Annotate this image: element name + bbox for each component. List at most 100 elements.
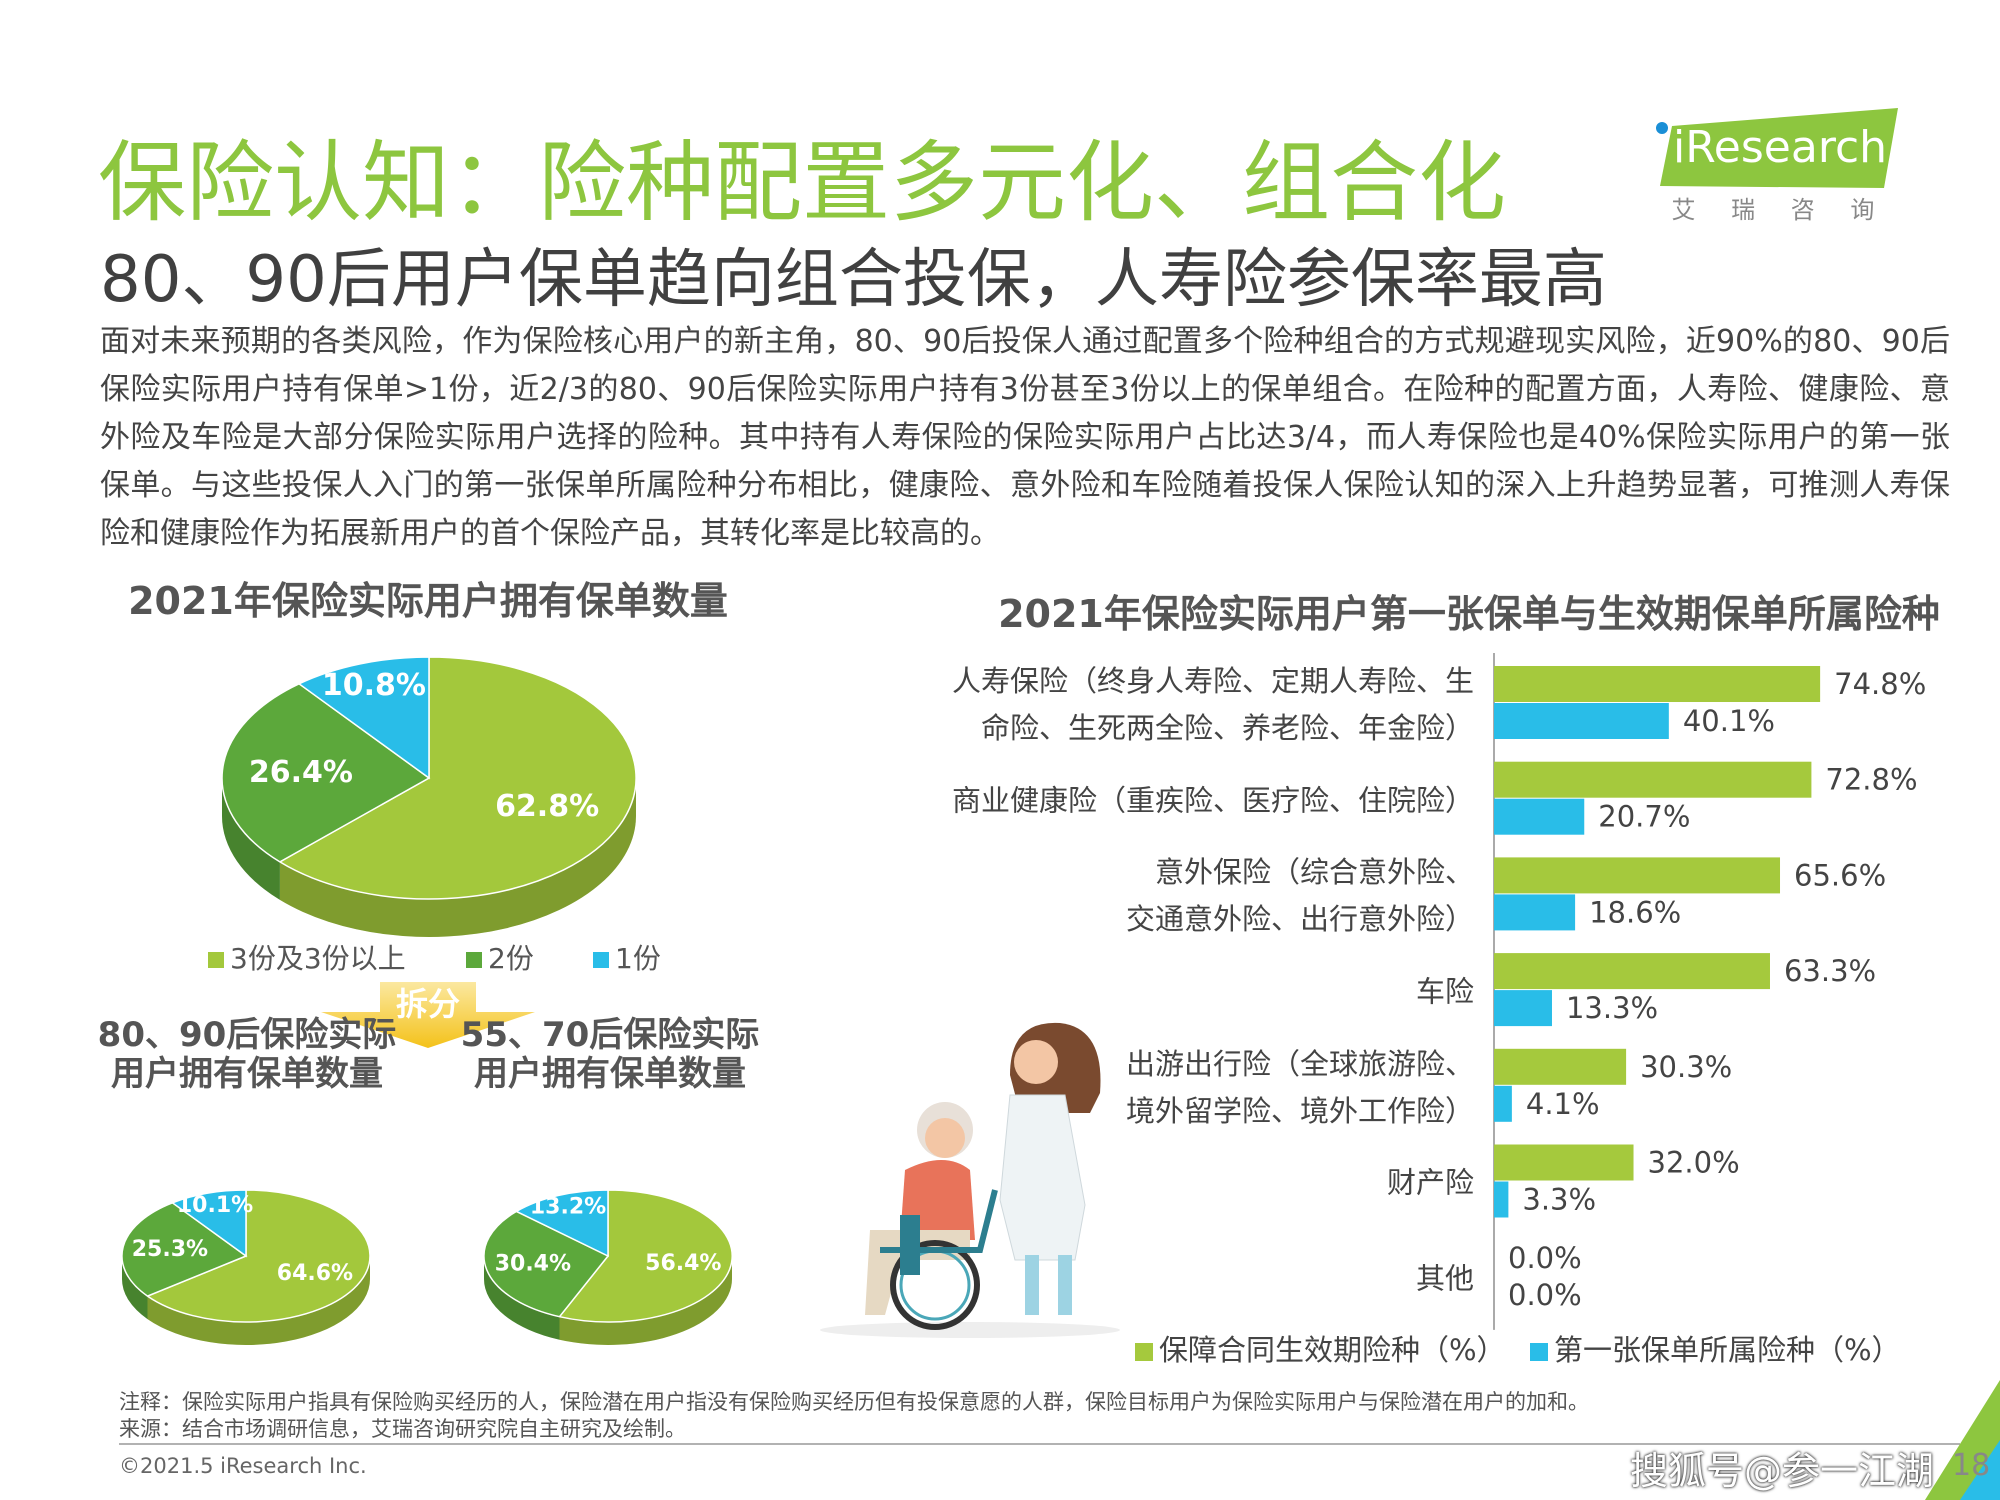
data-label: 65.6% [1794,858,1886,892]
pie-slice [145,1189,371,1346]
data-label: 10.8% [322,668,426,703]
corner-decoration [1960,1440,2000,1500]
legend-swatch [1530,1343,1548,1361]
pie-top [514,1189,609,1258]
legend-swatch [593,952,609,968]
pie-slice [483,1210,610,1340]
pie-side [559,1256,732,1345]
pie-side-shade [279,778,636,937]
pie-slice [278,656,637,937]
chart-title: 2021年保险实际用户拥有保单数量 [128,579,728,624]
data-label: 40.1% [1683,704,1775,738]
bar [1494,1144,1634,1181]
chart-title: 55、70后保险实际 用户拥有保单数量 [460,1015,760,1095]
data-label: 32.0% [1648,1146,1740,1180]
pie-top [483,1210,610,1318]
pie-top [170,1189,247,1258]
data-label: 3.3% [1522,1183,1596,1217]
bar [1494,1048,1627,1085]
pie-slice [558,1189,733,1345]
category-label: 商业健康险（重疾险、医疗险、住院险） [951,783,1474,818]
data-label: 18.6% [1589,895,1681,929]
pie-side-shade [147,1256,371,1346]
category-label: 财产险 [1386,1165,1474,1200]
page-number: 18 [1952,1448,1991,1483]
logo-text: iResearch [1673,122,1887,173]
category-label: 出游出行险（全球旅游险、 境外留学险、境外工作险） [1125,1046,1474,1128]
category-label: 其他 [1415,1261,1474,1296]
category-label: 人寿保险（终身人寿险、定期人寿险、生 命险、生死两全险、养老险、年金险） [951,663,1474,745]
page-subtitle: 80、90后用户保单趋向组合投保，人寿险参保率最高 [100,243,1607,317]
data-label: 30.3% [1640,1050,1732,1084]
pie-slice [221,682,431,900]
data-label: 13.3% [1566,991,1658,1025]
pie-side-shade [559,1256,732,1345]
pie-slice [514,1189,609,1258]
pie-top [278,656,637,900]
bar [1494,666,1821,702]
data-label: 20.7% [1598,800,1690,834]
pie-top [145,1189,371,1323]
pie-slice [170,1189,247,1258]
data-label: 26.4% [249,755,353,790]
split-label: 拆分 [396,985,460,1023]
bar [1494,990,1552,1027]
pie-top [297,656,430,780]
pie-side-shade [484,1256,560,1340]
page-title: 保险认知：险种配置多元化、组合化 [98,131,1507,234]
bar [1494,1085,1512,1122]
pie-top [558,1189,733,1323]
pie-side [147,1256,371,1346]
data-label: 74.8% [1834,667,1926,701]
bar [1494,798,1585,835]
bar [1494,703,1669,739]
note: 注释：保险实际用户指具有保险购买经历的人，保险潜在用户指没有保险购买经历但有投保… [119,1390,1589,1414]
legend-swatch [208,952,224,968]
pie-slice [297,656,430,780]
category-label: 车险 [1415,974,1474,1009]
legend-label: 3份及3份以上 [230,942,406,975]
legend-label: 1份 [615,942,661,975]
legend-label: 第一张保单所属险种（%） [1554,1333,1901,1367]
pie-side [484,1256,560,1340]
bar [1494,761,1812,798]
data-label: 13.2% [530,1195,606,1220]
logo-badge [1660,108,1898,188]
bar [1494,953,1770,990]
data-label: 0.0% [1508,1241,1582,1275]
data-label: 10.1% [177,1193,253,1218]
legend-label: 2份 [488,942,534,975]
pie-slice [121,1201,248,1320]
data-label: 4.1% [1526,1087,1600,1121]
note: 来源：结合市场调研信息，艾瑞咨询研究院自主研究及绘制。 [119,1417,686,1441]
data-label: 64.6% [277,1261,353,1286]
bar [1494,894,1576,931]
bar [1494,857,1781,894]
logo-subtitle: 艾 瑞 咨 询 [1672,196,1889,224]
watermark: 搜狐号@参一江湖 [1630,1449,1935,1493]
data-label: 63.3% [1784,954,1876,988]
category-label: 意外保险（综合意外险、 交通意外险、出行意外险） [1125,855,1474,937]
logo-dot [1656,122,1668,134]
illustration [820,1022,1120,1338]
data-label: 30.4% [495,1252,571,1277]
body-text: 面对未来预期的各类风险，作为保险核心用户的新主角，80、90后投保人通过配置多个… [100,324,1950,551]
pie-top [121,1201,248,1297]
copyright: ©2021.5 iResearch Inc. [119,1454,367,1478]
bar [1494,1181,1509,1218]
pie-side [279,778,636,937]
pie-side [222,778,280,900]
data-label: 25.3% [132,1237,208,1262]
data-label: 0.0% [1508,1278,1582,1312]
chart-title: 2021年保险实际用户第一张保单与生效期保单所属险种 [998,592,1940,636]
pie-side [121,1256,148,1320]
pie-side-shade [222,778,280,900]
legend-swatch [1135,1343,1153,1361]
pie-top [221,682,431,863]
legend-swatch [466,952,482,968]
data-label: 72.8% [1825,763,1917,797]
pie-side-shade [121,1256,148,1320]
chart-title: 80、90后保险实际 用户拥有保单数量 [97,1015,397,1095]
